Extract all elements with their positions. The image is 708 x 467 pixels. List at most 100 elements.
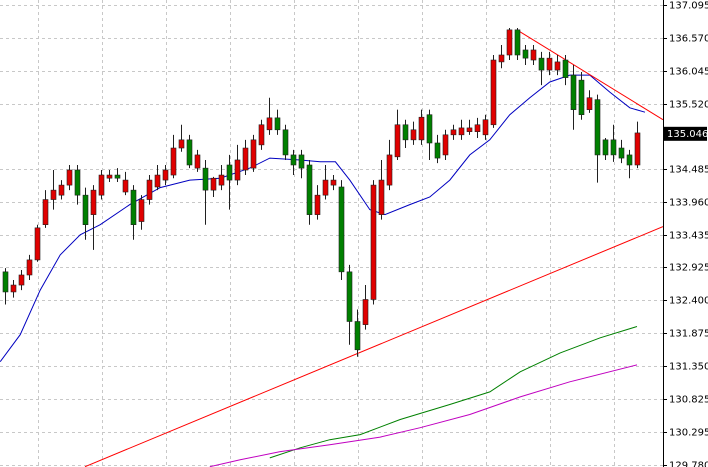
candle-body	[506, 29, 513, 56]
y-tick-label: 137.095	[669, 1, 708, 12]
candle-body	[474, 124, 481, 132]
candle-body	[306, 164, 313, 215]
candle-body	[394, 124, 401, 158]
candle-body	[114, 174, 121, 179]
candle-body	[42, 199, 49, 226]
candle-body	[178, 139, 185, 149]
y-tick-label: 129.780	[669, 461, 708, 467]
grid	[0, 0, 663, 467]
candle-body	[386, 154, 393, 186]
y-tick-label: 133.960	[669, 198, 708, 209]
candle-body	[138, 199, 145, 222]
y-tick-label: 131.875	[669, 329, 708, 340]
candle-body	[250, 139, 257, 169]
candle-body	[226, 164, 233, 181]
candle-body	[66, 169, 73, 186]
candle-body	[546, 57, 553, 71]
candle-body	[194, 154, 201, 169]
candle-body	[122, 179, 129, 193]
candle-body	[426, 114, 433, 144]
y-tick-label: 135.520	[669, 100, 708, 111]
indicator-line	[269, 326, 638, 459]
candle-body	[234, 159, 241, 181]
indicator-line	[0, 74, 646, 362]
candle-body	[370, 184, 377, 300]
candle-body	[266, 117, 273, 131]
candle-body	[90, 189, 97, 215]
y-tick-label: 130.295	[669, 428, 708, 439]
candle-body	[2, 271, 9, 293]
candle-body	[514, 29, 521, 56]
y-tick-label: 130.825	[669, 395, 708, 406]
candle-body	[442, 134, 449, 156]
candle-body	[290, 154, 297, 166]
y-tick-label: 132.400	[669, 296, 708, 307]
candle-body	[298, 154, 305, 169]
candle-body	[458, 127, 465, 136]
candle-body	[330, 179, 337, 186]
candle-body	[242, 147, 249, 171]
axis-labels: 137.095 136.570 136.045 135.520 134.485 133.9…	[663, 1, 708, 467]
candle-body	[450, 129, 457, 136]
indicator-line	[516, 29, 663, 121]
candle-body	[154, 174, 161, 188]
candle-body	[162, 169, 169, 181]
candle-body	[274, 117, 281, 131]
candle-body	[554, 61, 561, 71]
candle-body	[522, 49, 529, 59]
candle-body	[378, 179, 385, 215]
y-tick-label: 134.485	[669, 165, 708, 176]
candle-body	[626, 154, 633, 166]
candle-body	[58, 184, 65, 196]
y-tick-label: 136.570	[669, 34, 708, 45]
candle-body	[338, 186, 345, 273]
y-tick-label: 133.435	[669, 231, 708, 242]
candle-body	[618, 147, 625, 159]
candle-body	[258, 124, 265, 146]
candle-body	[482, 119, 489, 136]
candle-body	[490, 59, 497, 126]
candle-body	[322, 179, 329, 196]
candle-body	[146, 179, 153, 200]
candle-body	[18, 274, 25, 286]
candle-body	[538, 57, 545, 71]
candle-body	[170, 147, 177, 176]
candle-body	[602, 139, 609, 156]
candles	[2, 27, 641, 357]
candle-body	[466, 127, 473, 132]
candle-body	[50, 189, 57, 200]
candle-body	[402, 124, 409, 141]
candle-body	[578, 79, 585, 116]
candle-body	[202, 167, 209, 191]
candle-body	[530, 49, 537, 61]
candle-body	[594, 99, 601, 156]
candle-body	[498, 54, 505, 63]
candle-body	[82, 194, 89, 226]
candle-body	[434, 142, 441, 159]
candle-body	[610, 139, 617, 156]
current-price-box	[663, 126, 707, 141]
candle-body	[314, 194, 321, 215]
candle-body	[562, 59, 569, 78]
candle-body	[106, 174, 113, 179]
y-tick-label: 132.925	[669, 263, 708, 274]
current-price-label: 135.046	[667, 129, 708, 140]
indicator-line	[209, 364, 638, 467]
candle-body	[418, 116, 425, 141]
candle-body	[186, 139, 193, 166]
y-tick-label: 131.350	[669, 362, 708, 373]
candle-body	[130, 189, 137, 226]
candle-body	[586, 97, 593, 110]
candle-body	[34, 227, 41, 261]
overlays	[0, 29, 663, 467]
candle-body	[282, 129, 289, 156]
candle-body	[634, 132, 641, 166]
indicator-line	[84, 226, 663, 467]
candle-body	[218, 174, 225, 186]
candle-body	[98, 174, 105, 196]
candle-body	[346, 271, 353, 322]
candle-body	[354, 321, 361, 351]
candle-body	[74, 169, 81, 196]
